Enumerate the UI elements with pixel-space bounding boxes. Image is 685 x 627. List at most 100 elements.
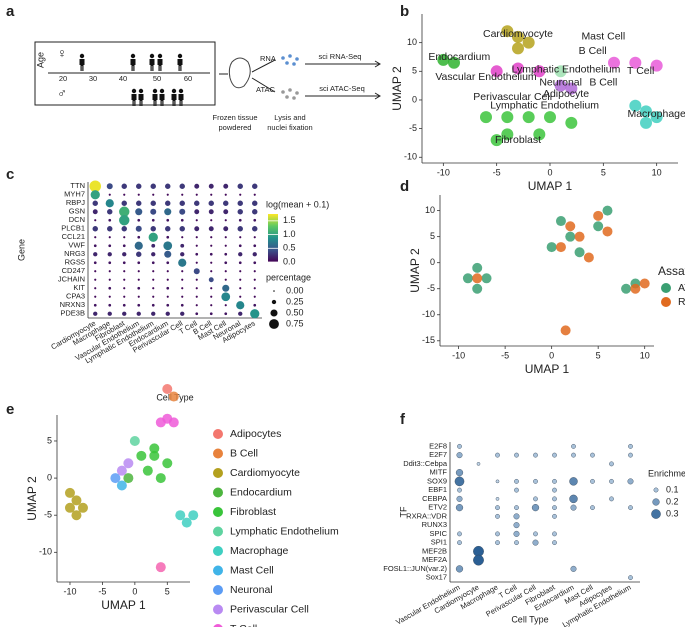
- expression-dot: [239, 193, 242, 196]
- expression-dot: [181, 270, 184, 273]
- enrichment-dot: [627, 478, 634, 485]
- expression-dot: [237, 183, 243, 189]
- legend-swatch: [213, 526, 223, 537]
- y-tick-label: -15: [422, 335, 435, 345]
- expression-dot: [166, 193, 169, 196]
- enrichment-dot: [456, 495, 463, 502]
- legend-label: Lymphatic Endothelium: [230, 525, 339, 537]
- atac-nuclei: [281, 88, 299, 100]
- legend-swatch: [661, 283, 671, 293]
- expression-dot: [89, 180, 101, 192]
- umap-cluster-point: [650, 111, 663, 124]
- enrichment-dot: [495, 479, 500, 484]
- expression-dot: [152, 193, 155, 196]
- expression-dot: [222, 284, 230, 292]
- legend-label: 0.1: [666, 484, 679, 494]
- umap-cluster-point: [142, 465, 153, 476]
- expression-dot: [166, 270, 169, 273]
- legend-dot: [271, 299, 277, 305]
- lysis-label: nuclei fixation: [267, 123, 312, 132]
- expression-dot: [108, 236, 111, 239]
- enrichment-dot: [552, 505, 557, 511]
- y-axis-title: TF: [398, 506, 408, 517]
- enrichment-dot: [569, 477, 578, 486]
- legend-label: Perivascular Cell: [230, 603, 309, 615]
- expression-dot: [195, 287, 198, 290]
- expression-dot: [121, 183, 127, 189]
- x-tick-label: -10: [63, 586, 76, 596]
- expression-dot: [252, 226, 258, 232]
- expression-dot: [178, 258, 187, 267]
- umap-cluster-point: [155, 562, 166, 573]
- cluster-label: Adipocyte: [543, 88, 589, 100]
- expression-dot: [107, 252, 112, 257]
- row-label: TTN: [70, 181, 85, 190]
- legend-label: 0.50: [286, 307, 304, 317]
- cluster-label: Lymphatic Endothelium: [490, 99, 599, 111]
- expression-dot: [224, 193, 227, 196]
- expression-dot: [92, 200, 98, 206]
- age-tick: 40: [119, 74, 127, 83]
- expression-dot: [165, 200, 171, 206]
- legend-swatch: [213, 429, 223, 439]
- row-label: KIT: [73, 283, 85, 292]
- expression-dot: [166, 261, 170, 265]
- umap-cluster-point: [512, 30, 524, 43]
- expression-dot: [210, 193, 213, 196]
- x-axis-title: UMAP 1: [525, 362, 570, 376]
- umap-cluster-point: [71, 510, 82, 521]
- cluster-label: Macrophage: [627, 108, 685, 120]
- expression-dot: [136, 311, 141, 316]
- expression-dot: [180, 243, 185, 248]
- expression-dot: [237, 209, 243, 215]
- enrichment-dot: [571, 452, 576, 458]
- enrichment-dot: [495, 531, 500, 537]
- expression-dot: [223, 183, 229, 189]
- expression-dot: [151, 243, 156, 248]
- colorbar: [268, 214, 278, 262]
- expression-dot: [165, 311, 170, 316]
- enrichment-dot: [569, 494, 578, 504]
- enrichment-dot: [476, 462, 481, 466]
- row-label: Ddit3::Cebpa: [403, 459, 448, 468]
- legend-label: 0.00: [286, 285, 304, 295]
- expression-dot: [210, 261, 213, 264]
- rna-nuclei: [281, 54, 299, 66]
- expression-dot: [134, 241, 143, 250]
- umap-cluster-point: [77, 502, 88, 513]
- legend-title: Assay: [658, 264, 685, 278]
- legend-swatch: [213, 487, 223, 498]
- expression-dot: [93, 311, 98, 316]
- legend-label: T Cell: [230, 623, 257, 627]
- expression-dot: [195, 236, 198, 239]
- umap-cluster-point: [472, 283, 483, 294]
- enrichment-dot: [609, 496, 614, 502]
- enrichment-dot: [628, 575, 633, 581]
- enrichment-dot: [495, 513, 500, 519]
- expression-dot: [253, 244, 257, 248]
- umap-cluster-point: [110, 473, 121, 484]
- legend-title: log(mean + 0.1): [266, 199, 329, 209]
- umap-cluster-point: [123, 458, 134, 469]
- enrichment-dot: [570, 504, 577, 511]
- expression-dot: [108, 278, 111, 281]
- expression-dot: [108, 270, 111, 273]
- row-label: RUNX3: [422, 520, 447, 529]
- expression-dot: [93, 252, 98, 257]
- expression-dot: [151, 252, 156, 257]
- expression-dot: [137, 270, 140, 273]
- legend-label: RNA: [678, 296, 685, 308]
- y-tick-label: 0: [412, 94, 417, 104]
- umap-cluster-point: [162, 384, 173, 395]
- expression-dot: [238, 244, 242, 248]
- enrichment-dot: [533, 452, 538, 458]
- expression-dot: [238, 218, 242, 222]
- x-tick-label: 5: [165, 586, 170, 596]
- umap-cluster-point: [149, 443, 160, 454]
- panel-letter: a: [6, 3, 15, 20]
- y-tick-label: -5: [44, 510, 52, 520]
- expression-dot: [194, 183, 200, 189]
- expression-dot: [181, 278, 184, 281]
- expression-dot: [166, 286, 170, 290]
- x-axis-title: UMAP 1: [101, 598, 146, 612]
